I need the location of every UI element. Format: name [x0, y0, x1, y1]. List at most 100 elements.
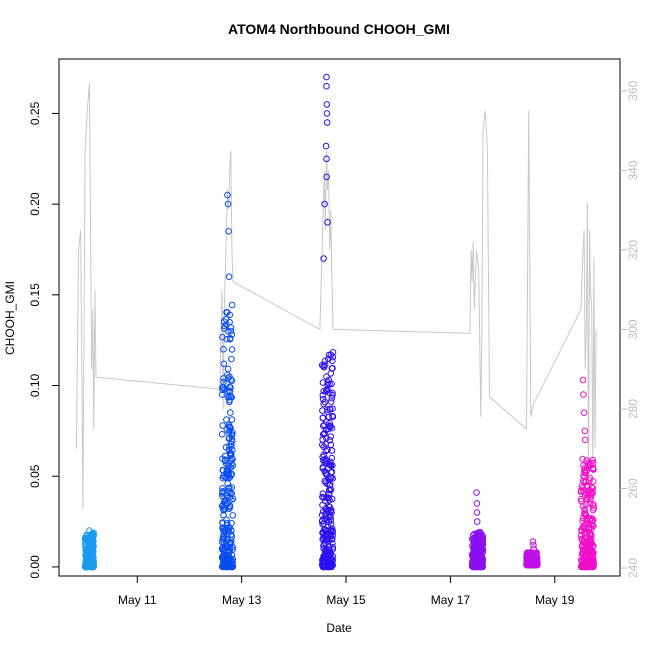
data-point [473, 489, 480, 496]
data-point [323, 155, 330, 163]
data-point [219, 422, 226, 429]
data-point [225, 468, 232, 476]
data-point [581, 510, 588, 518]
data-point [329, 544, 337, 551]
data-point [478, 547, 486, 555]
data-point [523, 551, 531, 558]
data-point [326, 389, 333, 397]
data-point [577, 556, 585, 564]
data-point [582, 478, 590, 485]
data-point [329, 357, 336, 365]
data-point [227, 324, 235, 332]
data-point [320, 363, 328, 371]
data-point [579, 536, 586, 544]
data-point [220, 345, 227, 353]
data-point [224, 365, 232, 373]
data-point [590, 466, 597, 473]
flight-series-4 [468, 489, 487, 571]
data-point [323, 418, 330, 426]
data-point [326, 461, 334, 469]
data-point [319, 493, 326, 501]
data-point [327, 486, 335, 493]
data-point [321, 357, 329, 365]
data-point [326, 486, 334, 494]
data-point [328, 454, 336, 462]
data-point [326, 481, 333, 489]
data-point [469, 558, 476, 566]
data-point [223, 335, 230, 343]
y2-tick-label: 320 [626, 240, 640, 260]
data-point [325, 475, 332, 483]
y-tick-label: 0.05 [28, 464, 42, 488]
secondary-line-layer [75, 82, 597, 509]
y-axis: 0.00 0.05 0.10 0.15 0.20 0.25 [28, 101, 59, 579]
flight-series-6 [577, 376, 598, 571]
data-point [226, 398, 233, 406]
data-point [580, 537, 588, 545]
data-point [324, 446, 331, 454]
data-point [589, 502, 597, 509]
data-point [218, 431, 226, 438]
data-point [320, 400, 327, 408]
data-point [328, 495, 336, 503]
data-point [325, 530, 333, 537]
data-point [219, 524, 226, 532]
plot-frame [58, 58, 621, 577]
data-point [319, 392, 327, 399]
data-point [223, 557, 230, 565]
data-point [224, 200, 232, 208]
data-point [327, 433, 335, 440]
data-point [327, 528, 335, 535]
data-point [589, 543, 597, 551]
data-point [220, 506, 227, 513]
y-tick-label: 0.15 [28, 283, 42, 307]
data-point [328, 447, 336, 454]
data-point [580, 487, 587, 494]
data-point [580, 524, 587, 532]
y-axis-label: CHOOH_GMI [3, 281, 17, 355]
data-point [579, 376, 587, 384]
data-point [323, 82, 330, 90]
data-point [221, 533, 228, 541]
y2-tick-label: 300 [626, 319, 640, 339]
flight-series-5 [523, 538, 541, 569]
data-point [475, 530, 483, 538]
data-point [229, 512, 237, 519]
data-point [327, 462, 335, 470]
data-point [225, 547, 233, 555]
data-point [580, 477, 587, 485]
data-point [582, 525, 590, 533]
data-point [581, 427, 589, 435]
data-point [219, 553, 226, 561]
x-axis: May 11 May 13 May 15 May 17 May 19 [118, 575, 575, 607]
data-point [226, 504, 234, 511]
data-point [226, 335, 234, 343]
data-point [530, 541, 537, 549]
data-point [583, 500, 590, 508]
x-tick-label: May 15 [326, 593, 366, 607]
data-point [227, 489, 234, 497]
data-point [473, 509, 481, 516]
data-point [322, 505, 330, 513]
data-point [223, 309, 230, 316]
data-point [329, 475, 337, 482]
y2-tick-label: 260 [626, 478, 640, 498]
data-point [225, 549, 233, 557]
data-point [319, 414, 327, 422]
data-point [89, 550, 96, 558]
x-tick-label: May 11 [118, 593, 157, 607]
data-point [580, 462, 587, 469]
data-point [219, 485, 226, 492]
data-point [580, 391, 587, 398]
data-point [583, 467, 591, 475]
data-point [86, 550, 94, 558]
data-point [471, 542, 478, 550]
secondary-series-line [75, 82, 597, 509]
data-point [85, 563, 92, 570]
data-point [319, 490, 327, 497]
data-point [328, 380, 335, 388]
data-point [324, 406, 331, 413]
data-point [224, 191, 231, 199]
data-point [325, 518, 333, 526]
data-point [589, 562, 597, 570]
